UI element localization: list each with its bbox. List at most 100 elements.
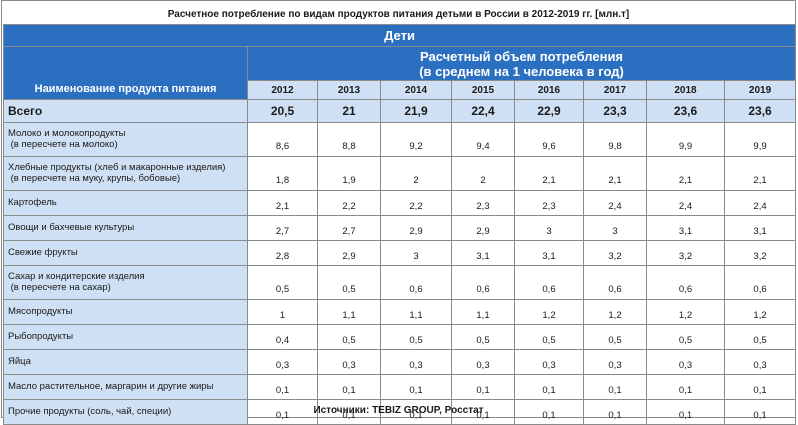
cell-value: 2,1 <box>247 190 318 216</box>
cell-value: 0,6 <box>646 265 725 300</box>
product-name: Хлебные продукты (хлеб и макаронные изде… <box>3 156 248 191</box>
cell-value: 0,1 <box>451 374 515 400</box>
product-name: Рыбопродукты <box>3 324 248 350</box>
cell-value: 2,1 <box>723 156 797 191</box>
volume-header-line1: Расчетный объем потребления <box>420 48 624 64</box>
cell-value: 2,2 <box>380 190 452 216</box>
cell-value: 0,6 <box>451 265 515 300</box>
cell-value: 9,2 <box>380 122 452 157</box>
cell-value: 2,2 <box>317 190 381 216</box>
year-header: 2016 <box>514 80 584 100</box>
cell-value: 2,9 <box>317 240 381 266</box>
cell-value: 0,1 <box>646 374 725 400</box>
cell-value: 2,9 <box>451 215 515 241</box>
total-value: 21 <box>317 99 381 123</box>
cell-value: 0,3 <box>247 349 318 375</box>
cell-value: 3,2 <box>723 240 797 266</box>
cell-value: 2 <box>451 156 515 191</box>
table-title: Расчетное потребление по видам продуктов… <box>167 9 630 20</box>
cell-value: 0,1 <box>317 374 381 400</box>
cell-value: 0,4 <box>247 324 318 350</box>
cell-value: 9,8 <box>583 122 647 157</box>
product-name: Молоко и молокопродукты (в пересчете на … <box>3 122 248 157</box>
product-name: Свежие фрукты <box>3 240 248 266</box>
cell-value: 2,3 <box>514 190 584 216</box>
table-row: Яйца 0,3 0,3 0,3 0,3 0,3 0,3 0,3 0,3 <box>3 349 797 375</box>
product-name-line1: Яйца <box>8 355 31 367</box>
product-name-line1: Хлебные продукты (хлеб и макаронные изде… <box>8 162 226 173</box>
product-name: Яйца <box>3 349 248 375</box>
cell-value: 0,3 <box>380 349 452 375</box>
total-value: 22,4 <box>451 99 515 123</box>
year-header: 2015 <box>451 80 515 100</box>
cell-value: 0,3 <box>583 349 647 375</box>
cell-value: 0,5 <box>247 265 318 300</box>
cell-value: 0,5 <box>380 324 452 350</box>
year-header: 2017 <box>583 80 647 100</box>
cell-value: 3,1 <box>451 240 515 266</box>
cell-value: 0,3 <box>514 349 584 375</box>
cell-value: 0,1 <box>514 374 584 400</box>
total-value: 20,5 <box>247 99 318 123</box>
cell-value: 0,5 <box>317 265 381 300</box>
consumption-table: Дети Наименование продукта питания Расче… <box>2 24 797 425</box>
cell-value: 9,6 <box>514 122 584 157</box>
cell-value: 2,9 <box>380 215 452 241</box>
table-row: Масло растительное, маргарин и другие жи… <box>3 374 797 400</box>
cell-value: 0,6 <box>583 265 647 300</box>
cell-value: 0,6 <box>723 265 797 300</box>
cell-value: 0,3 <box>646 349 725 375</box>
table-row: Свежие фрукты 2,8 2,9 3 3,1 3,1 3,2 3,2 3,2 <box>3 240 797 266</box>
cell-value: 2,7 <box>317 215 381 241</box>
cell-value: 0,1 <box>247 374 318 400</box>
cell-value: 9,9 <box>723 122 797 157</box>
year-header: 2012 <box>247 80 318 100</box>
cell-value: 2,8 <box>247 240 318 266</box>
cell-value: 3,1 <box>723 215 797 241</box>
cell-value: 0,6 <box>514 265 584 300</box>
cell-value: 0,3 <box>451 349 515 375</box>
product-name-line2: (в пересчете на сахар) <box>8 281 111 293</box>
cell-value: 1,2 <box>583 299 647 325</box>
cell-value: 2,4 <box>646 190 725 216</box>
product-name-line1: Прочие продукты (соль, чай, специи) <box>8 405 172 417</box>
volume-header-line2: (в среднем на 1 человека в год) <box>419 63 624 79</box>
product-name: Масло растительное, маргарин и другие жи… <box>3 374 248 400</box>
cell-value: 0,5 <box>451 324 515 350</box>
cell-value: 9,9 <box>646 122 725 157</box>
cell-value: 2,1 <box>646 156 725 191</box>
name-column-header: Наименование продукта питания <box>3 46 248 100</box>
cell-value: 3 <box>583 215 647 241</box>
cell-value: 8,8 <box>317 122 381 157</box>
product-name-line1: Мясопродукты <box>8 305 73 317</box>
cell-value: 2,3 <box>451 190 515 216</box>
total-value: 23,3 <box>583 99 647 123</box>
product-name: Мясопродукты <box>3 299 248 325</box>
cell-value: 0,5 <box>514 324 584 350</box>
cell-value: 3,2 <box>583 240 647 266</box>
cell-value: 0,5 <box>317 324 381 350</box>
table-row: Рыбопродукты 0,4 0,5 0,5 0,5 0,5 0,5 0,5 0,5 <box>3 324 797 350</box>
total-label: Всего <box>3 99 248 123</box>
table-row: Молоко и молокопродукты (в пересчете на … <box>3 122 797 157</box>
cell-value: 0,5 <box>723 324 797 350</box>
product-name: Овощи и бахчевые культуры <box>3 215 248 241</box>
product-name-line1: Свежие фрукты <box>8 246 78 258</box>
product-name: Картофель <box>3 190 248 216</box>
year-header: 2019 <box>723 80 797 100</box>
cell-value: 3,2 <box>646 240 725 266</box>
cell-value: 3 <box>380 240 452 266</box>
table-row: Мясопродукты 1 1,1 1,1 1,1 1,2 1,2 1,2 1,2 <box>3 299 797 325</box>
total-value: 22,9 <box>514 99 584 123</box>
cell-value: 0,3 <box>723 349 797 375</box>
table-row: Хлебные продукты (хлеб и макаронные изде… <box>3 156 797 191</box>
product-name-line1: Молоко и молокопродукты <box>8 128 126 139</box>
product-name-line1: Картофель <box>8 196 57 208</box>
cell-value: 1 <box>247 299 318 325</box>
product-name: Сахар и кондитерские изделия (в пересчет… <box>3 265 248 300</box>
cell-value: 1,1 <box>380 299 452 325</box>
cell-value: 0,5 <box>583 324 647 350</box>
source-footer: Источники: TEBIZ GROUP, Росстат <box>313 405 484 416</box>
year-header: 2014 <box>380 80 452 100</box>
product-name-line2: (в пересчете на муку, крупы, бобовые) <box>8 172 181 184</box>
